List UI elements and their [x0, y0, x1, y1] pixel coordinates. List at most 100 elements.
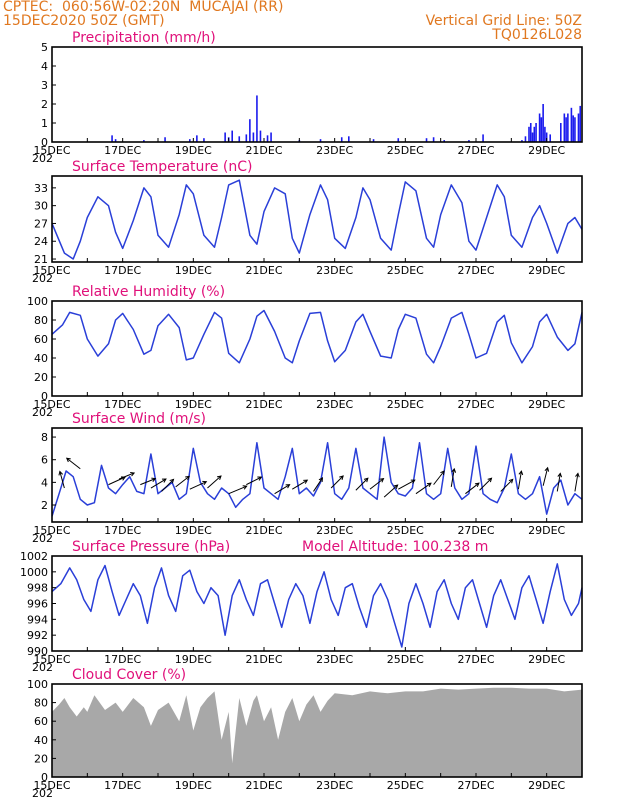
series-line — [51, 436, 583, 517]
panel-frame — [51, 300, 583, 397]
x-year-fragment: 202 — [32, 152, 53, 165]
y-tick-label: 33 — [34, 182, 48, 195]
wind-arrow — [118, 471, 136, 480]
x-year-fragment: 202 — [32, 787, 53, 800]
wind-arrow — [383, 484, 399, 498]
wind-arrow — [313, 477, 324, 492]
x-tick-label: 21DEC — [245, 524, 282, 537]
precip-bar — [570, 107, 573, 142]
panel-frame — [51, 683, 583, 778]
precip-bar — [249, 119, 251, 142]
x-tick-label: 15DEC — [33, 264, 70, 277]
precip-bar — [524, 136, 527, 142]
y-tick-label: 20 — [34, 752, 48, 765]
series-line — [51, 309, 583, 364]
header-date: 15DEC2020 50Z (GMT) — [3, 13, 165, 29]
wind-arrow — [58, 470, 65, 489]
precip-bar — [319, 139, 322, 142]
panel-title: Surface Wind (m/s) — [72, 411, 206, 427]
y-tick-label: 1000 — [20, 566, 48, 579]
precip-bar — [266, 135, 269, 142]
y-tick-label: 21 — [34, 253, 48, 266]
x-tick-label: 25DEC — [387, 144, 424, 157]
header-center-location: CPTEC: 060:56W-02:20N MUCAJAI (RR) — [3, 0, 284, 15]
precip-bar — [544, 126, 546, 142]
wind-arrow — [415, 482, 432, 495]
wind-arrow — [465, 482, 480, 495]
precip-bar — [565, 117, 567, 142]
precip-bar — [340, 137, 343, 142]
panel-frame — [51, 175, 583, 263]
wind-arrow — [274, 484, 291, 495]
precip-bar — [529, 123, 532, 142]
y-tick-label: 4 — [41, 476, 48, 489]
x-tick-label: 29DEC — [528, 779, 565, 792]
y-tick-label: 998 — [27, 582, 48, 595]
x-tick-label: 19DEC — [175, 264, 212, 277]
precip-bar — [572, 115, 574, 142]
wind-arrow — [398, 479, 416, 490]
x-tick-label: 25DEC — [387, 524, 424, 537]
y-tick-label: 992 — [27, 629, 48, 642]
x-tick-label: 23DEC — [316, 144, 353, 157]
wind-arrow — [433, 470, 445, 485]
x-year-fragment: 202 — [32, 406, 53, 419]
x-tick-label: 29DEC — [528, 264, 565, 277]
y-tick-label: 5 — [41, 41, 48, 54]
y-tick-label: 1002 — [20, 550, 48, 563]
x-tick-label: 27DEC — [457, 653, 494, 666]
panel-title: Precipitation (mm/h) — [72, 30, 216, 46]
x-tick-label: 15DEC — [33, 398, 70, 411]
precip-bar — [535, 123, 537, 142]
precip-bar — [577, 113, 580, 142]
x-tick-label: 25DEC — [387, 779, 424, 792]
panel-6: 0 20 40 60 80 100 15DEC 17DEC 19DEC 21DEC 23DEC 25D… — [27, 667, 583, 800]
x-tick-label: 17DEC — [104, 398, 141, 411]
wind-arrow — [542, 466, 550, 486]
y-tick-label: 2 — [41, 98, 48, 111]
x-tick-label: 17DEC — [104, 264, 141, 277]
precip-bar — [533, 126, 536, 142]
y-tick-label: 994 — [27, 613, 48, 626]
y-tick-label: 2 — [41, 499, 48, 512]
precip-bar — [238, 136, 241, 142]
x-tick-label: 17DEC — [104, 779, 141, 792]
wind-arrow — [355, 477, 369, 491]
y-tick-label: 0 — [41, 390, 48, 403]
precip-bar — [348, 136, 350, 142]
precip-bar — [567, 113, 569, 142]
header-code: TQ0126L028 — [492, 27, 582, 43]
precip-bar — [542, 104, 544, 142]
x-tick-label: 23DEC — [316, 779, 353, 792]
y-tick-label: 3 — [41, 79, 48, 92]
x-tick-label: 15DEC — [33, 779, 70, 792]
precip-bar — [482, 134, 484, 142]
x-tick-label: 25DEC — [387, 653, 424, 666]
x-tick-label: 27DEC — [457, 264, 494, 277]
wind-arrow — [246, 476, 263, 486]
wind-arrow — [65, 457, 81, 470]
precip-bar — [189, 139, 191, 142]
y-tick-label: 996 — [27, 598, 48, 611]
precip-bar — [256, 95, 258, 142]
y-tick-label: 4 — [41, 60, 48, 73]
y-tick-label: 20 — [34, 371, 48, 384]
y-tick-label: 0 — [41, 136, 48, 149]
panel-3: 0 20 40 60 80 100 15DEC 17DEC 19DEC 21DEC 23DEC 25D… — [27, 284, 583, 419]
x-tick-label: 19DEC — [175, 779, 212, 792]
wind-arrow — [189, 480, 208, 490]
precip-bar — [545, 132, 548, 142]
wind-arrow — [556, 472, 563, 492]
precip-bar — [164, 137, 166, 142]
x-year-fragment: 202 — [32, 272, 53, 285]
wind-arrow — [517, 470, 524, 490]
x-tick-label: 23DEC — [316, 524, 353, 537]
precip-bar — [224, 132, 226, 142]
series-line — [51, 179, 583, 260]
precip-bar — [259, 130, 262, 142]
panel-title: Relative Humidity (%) — [72, 284, 225, 300]
panel-frame — [51, 46, 583, 143]
panel-title: Surface Temperature (nC) — [72, 159, 253, 175]
panel-frame — [51, 427, 583, 523]
panel-4: 2 4 6 8 15DEC 17DEC 19DEC 21DEC 23DEC 25DEC 27DEC 2… — [32, 411, 583, 545]
